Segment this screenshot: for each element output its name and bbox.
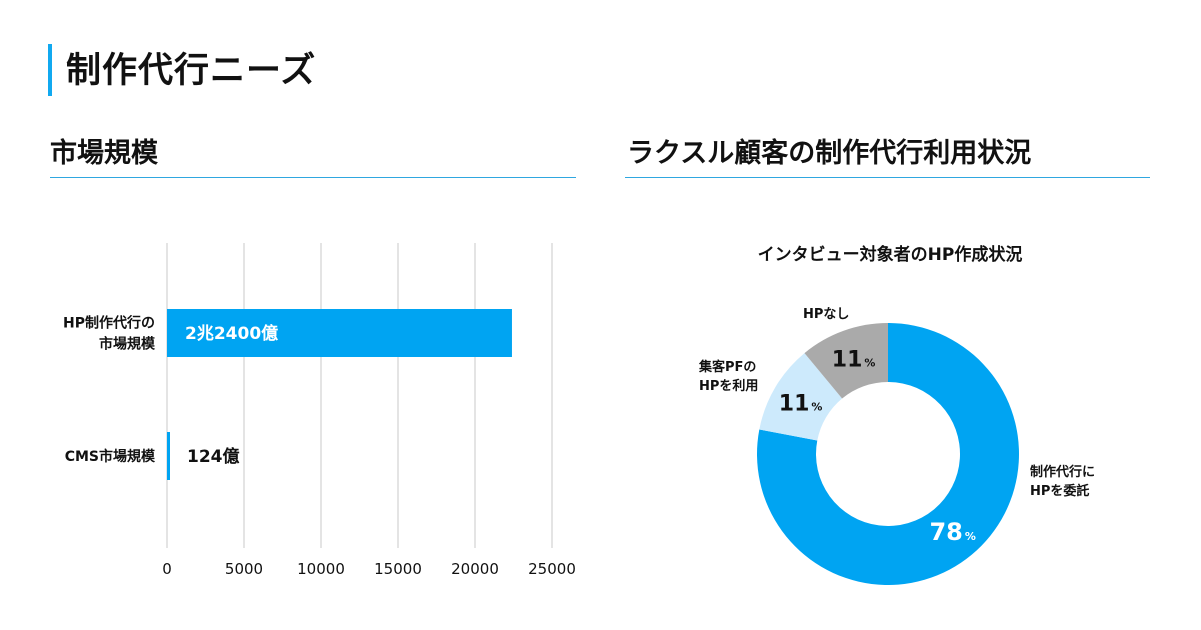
bar-value-label: 124億 (187, 446, 240, 467)
slice-category-label: HPを利用 (699, 378, 758, 394)
donut-slice (804, 323, 888, 399)
x-tick-label: 15000 (374, 560, 422, 578)
x-tick-label: 5000 (225, 560, 263, 578)
market-size-heading: 市場規模 (50, 138, 158, 169)
slice-percent-label: 78% (929, 518, 975, 546)
usage-status-heading: ラクスル顧客の制作代行利用状況 (627, 138, 1032, 169)
market-size-divider (50, 177, 576, 178)
usage-status-divider (625, 177, 1150, 178)
slice-category-label: HPを委託 (1030, 483, 1089, 499)
slice-percent-label: 11% (779, 391, 823, 416)
category-label: 市場規模 (99, 336, 156, 353)
donut-chart-title: インタビュー対象者のHP作成状況 (757, 245, 1023, 265)
x-tick-label: 25000 (528, 560, 576, 578)
page-title: 制作代行ニーズ (66, 51, 317, 91)
x-tick-label: 20000 (451, 560, 499, 578)
category-label: HP制作代行の (63, 315, 155, 332)
x-tick-label: 0 (162, 560, 172, 578)
category-label: CMS市場規模 (65, 448, 156, 465)
bar (167, 309, 512, 357)
slice-category-label: 集客PFの (698, 359, 756, 375)
x-tick-label: 10000 (297, 560, 345, 578)
donut-slice (759, 353, 843, 441)
bar (167, 432, 170, 480)
slice-percent-label: 11% (832, 348, 876, 373)
title-accent-bar (48, 44, 52, 96)
slice-category-label: 制作代行に (1030, 464, 1095, 480)
donut-slice (757, 323, 1019, 586)
bar-value-label: 2兆2400億 (185, 323, 278, 344)
slice-category-label: HPなし (803, 307, 849, 322)
